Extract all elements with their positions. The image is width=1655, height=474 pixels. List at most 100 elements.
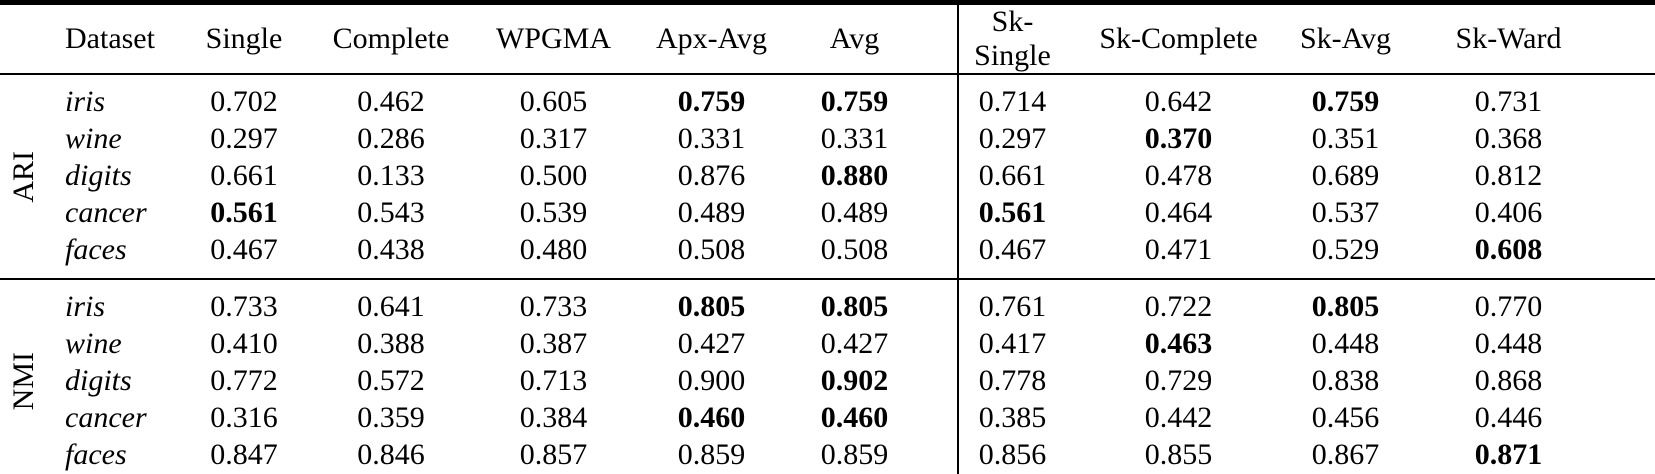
col-header-sk-single: Sk-Single (958, 2, 1094, 75)
dataset-label: cancer (65, 195, 147, 229)
cell-nmi-cancer-sk-ward: 0.446 (1474, 400, 1543, 434)
col-header-sk-ward: Sk-Ward (1428, 2, 1655, 75)
cell-ari-cancer-apx-avg: 0.489 (677, 195, 746, 229)
cell-ari-iris-complete: 0.462 (357, 84, 425, 118)
cell-ari-cancer-sk-ward: 0.406 (1474, 195, 1543, 229)
group-label-text: NMI (7, 352, 40, 411)
cell-ari-cancer-complete: 0.543 (357, 195, 425, 229)
cell-ari-iris-apx-avg: 0.759 (677, 84, 746, 118)
group-label-nmi: NMI (0, 279, 48, 474)
cell-ari-iris-sk-complete: 0.642 (1144, 84, 1213, 118)
cell-ari-wine-sk-single: 0.297 (978, 121, 1047, 155)
cell-ari-digits-wpgma: 0.500 (519, 158, 588, 192)
cell-ari-digits-avg: 0.880 (786, 157, 959, 194)
cell-ari-faces-sk-complete: 0.471 (1144, 232, 1213, 266)
cell-ari-wine-apx-avg: 0.331 (677, 121, 746, 155)
cell-nmi-wine-sk-single: 0.417 (978, 326, 1047, 360)
group-column-spacer (0, 2, 48, 75)
cell-ari-cancer-sk-avg: 0.537 (1311, 195, 1380, 229)
cell-nmi-digits-sk-avg: 0.838 (1311, 363, 1380, 397)
cell-nmi-wine-complete: 0.388 (357, 326, 425, 360)
cell-nmi-cancer-sk-single: 0.385 (978, 400, 1047, 434)
col-header-avg: Avg (786, 2, 959, 75)
cell-ari-faces-avg: 0.508 (786, 231, 959, 279)
cell-ari-iris-avg: 0.759 (786, 74, 959, 120)
cell-nmi-iris-sk-ward: 0.770 (1474, 289, 1543, 323)
cell-nmi-wine-sk-complete: 0.463 (1144, 326, 1213, 360)
cell-nmi-faces-single: 0.847 (210, 437, 278, 471)
cell-nmi-digits-wpgma: 0.713 (519, 363, 588, 397)
table-row: cancer 0.316 0.359 0.384 0.460 0.460 0.385 0.44… (0, 399, 1655, 436)
col-header-dataset: Dataset (48, 2, 176, 75)
cell-nmi-digits-single: 0.772 (210, 363, 278, 397)
cell-nmi-faces-complete: 0.846 (357, 437, 425, 471)
cell-ari-wine-sk-complete: 0.370 (1144, 121, 1213, 155)
table-row: ARI iris 0.702 0.462 0.605 0.759 0.759 0.714 0.6… (0, 74, 1655, 202)
cell-nmi-faces-avg: 0.859 (786, 436, 959, 474)
cell-ari-digits-sk-ward: 0.812 (1474, 158, 1543, 192)
cell-nmi-iris-single: 0.733 (210, 289, 278, 323)
table-row: NMI iris 0.733 0.641 0.733 0.805 0.805 0.761 0.7… (0, 279, 1655, 411)
cell-nmi-cancer-single: 0.316 (210, 400, 278, 434)
dataset-label: faces (65, 437, 127, 471)
cell-ari-iris-sk-avg: 0.759 (1311, 84, 1380, 118)
cell-ari-wine-wpgma: 0.317 (519, 121, 588, 155)
cell-ari-wine-avg: 0.331 (786, 120, 959, 157)
header-row: Dataset Single Complete WPGMA Apx-Avg Av… (0, 2, 1655, 75)
cell-ari-cancer-avg: 0.489 (786, 194, 959, 231)
cell-ari-digits-sk-complete: 0.478 (1144, 158, 1213, 192)
cell-nmi-faces-sk-complete: 0.855 (1144, 437, 1213, 471)
cell-nmi-faces-sk-single: 0.856 (978, 437, 1047, 471)
dataset-label: cancer (65, 400, 147, 434)
col-header-wpgma: WPGMA (470, 2, 637, 75)
cell-ari-wine-sk-ward: 0.368 (1474, 121, 1543, 155)
cell-nmi-wine-sk-avg: 0.448 (1311, 326, 1380, 360)
col-header-sk-complete: Sk-Complete (1094, 2, 1263, 75)
cell-nmi-digits-sk-complete: 0.729 (1144, 363, 1213, 397)
cell-ari-cancer-sk-complete: 0.464 (1144, 195, 1213, 229)
cell-nmi-digits-avg: 0.902 (786, 362, 959, 399)
cell-ari-faces-sk-avg: 0.529 (1311, 232, 1380, 266)
cell-ari-iris-wpgma: 0.605 (519, 84, 588, 118)
group-nmi: NMI iris 0.733 0.641 0.733 0.805 0.805 0.761 0.7… (0, 279, 1655, 474)
cell-nmi-faces-apx-avg: 0.859 (677, 437, 746, 471)
table-row: wine 0.410 0.388 0.387 0.427 0.427 0.417 0.463 0… (0, 325, 1655, 362)
cell-nmi-iris-wpgma: 0.733 (519, 289, 588, 323)
cell-ari-digits-sk-avg: 0.689 (1311, 158, 1380, 192)
cell-nmi-digits-sk-ward: 0.868 (1474, 363, 1543, 397)
table-row: wine 0.297 0.286 0.317 0.331 0.331 0.297 0.370 0… (0, 120, 1655, 157)
cell-nmi-iris-avg: 0.805 (786, 279, 959, 325)
cell-ari-wine-complete: 0.286 (357, 121, 425, 155)
cell-nmi-faces-sk-avg: 0.867 (1311, 437, 1380, 471)
cell-ari-cancer-sk-single: 0.561 (978, 195, 1047, 229)
dataset-label: iris (65, 289, 106, 323)
cell-nmi-cancer-avg: 0.460 (786, 399, 959, 436)
cell-ari-faces-wpgma: 0.480 (519, 232, 588, 266)
dataset-label: digits (65, 363, 132, 397)
cell-nmi-digits-sk-single: 0.778 (978, 363, 1047, 397)
cell-nmi-cancer-sk-avg: 0.456 (1311, 400, 1380, 434)
cell-nmi-wine-wpgma: 0.387 (519, 326, 588, 360)
cell-nmi-digits-complete: 0.572 (357, 363, 425, 397)
cell-nmi-iris-sk-avg: 0.805 (1311, 289, 1380, 323)
col-header-single: Single (176, 2, 312, 75)
table-row: faces 0.847 0.846 0.857 0.859 0.859 0.856 0.855… (0, 436, 1655, 474)
group-label-ari: ARI (0, 74, 48, 279)
dataset-label: digits (65, 158, 132, 192)
table-row: cancer 0.561 0.543 0.539 0.489 0.489 0.561 0.46… (0, 194, 1655, 231)
cell-nmi-iris-apx-avg: 0.805 (677, 289, 746, 323)
cell-nmi-wine-sk-ward: 0.448 (1474, 326, 1543, 360)
cell-ari-cancer-single: 0.561 (210, 195, 278, 229)
cell-nmi-faces-wpgma: 0.857 (519, 437, 588, 471)
cell-nmi-wine-avg: 0.427 (786, 325, 959, 362)
cell-ari-iris-sk-single: 0.714 (978, 84, 1047, 118)
cell-nmi-iris-sk-single: 0.761 (978, 289, 1047, 323)
cell-ari-faces-sk-ward: 0.608 (1474, 232, 1543, 266)
cell-nmi-iris-sk-complete: 0.722 (1144, 289, 1213, 323)
cell-ari-wine-single: 0.297 (210, 121, 278, 155)
cell-ari-digits-complete: 0.133 (357, 158, 425, 192)
cell-ari-faces-apx-avg: 0.508 (677, 232, 746, 266)
dataset-label: iris (65, 84, 106, 118)
